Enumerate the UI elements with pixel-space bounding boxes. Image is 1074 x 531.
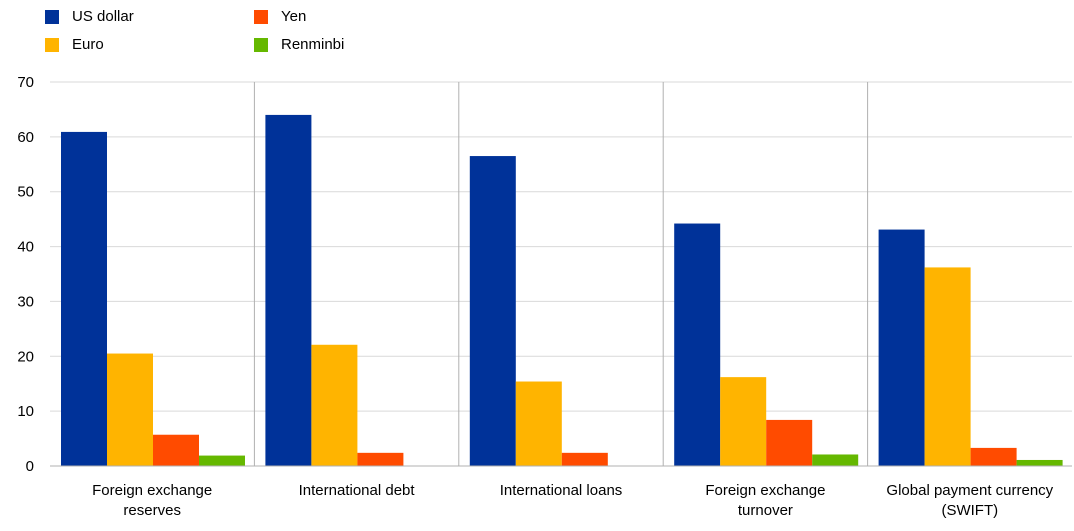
legend-swatch-euro [45, 37, 59, 52]
legend: US dollar Euro Yen Renminbi [0, 0, 1074, 60]
y-tick-label: 70 [17, 74, 34, 91]
legend-label-renminbi: Renminbi [281, 36, 345, 53]
bar-us-dollar-0 [61, 131, 107, 467]
bar-euro-2 [515, 381, 562, 466]
legend-item-us-dollar: US dollar [45, 8, 134, 25]
legend-label-yen: Yen [281, 8, 307, 25]
y-tick-label: 40 [17, 239, 34, 256]
bar-euro-1 [311, 344, 358, 466]
bar-yen-4 [970, 447, 1017, 466]
y-tick-label: 20 [17, 348, 34, 365]
y-tick-label: 30 [17, 293, 34, 310]
y-tick-label: 0 [26, 458, 34, 475]
legend-item-renminbi: Renminbi [254, 36, 344, 53]
category-label: Global payment currency [886, 482, 1053, 499]
bars [61, 114, 1063, 467]
y-tick-label: 50 [17, 184, 34, 201]
bar-us-dollar-4 [878, 229, 925, 466]
category-label: International debt [299, 482, 416, 499]
category-label: Foreign exchange [92, 482, 212, 499]
y-tick-label: 10 [17, 403, 34, 420]
bar-yen-3 [766, 419, 813, 466]
legend-swatch-yen [254, 9, 268, 24]
bar-yen-2 [561, 452, 608, 466]
legend-swatch-us-dollar [45, 9, 59, 24]
category-label: International loans [500, 482, 623, 499]
bar-euro-0 [107, 353, 153, 466]
bar-euro-4 [924, 267, 971, 466]
category-separators [253, 82, 869, 466]
bar-euro-3 [720, 377, 767, 466]
category-labels: Foreign exchange reserves International de… [92, 482, 1054, 519]
bar-renminbi-0 [199, 455, 245, 466]
bar-us-dollar-2 [469, 156, 516, 467]
bar-yen-1 [357, 452, 404, 466]
bar-us-dollar-3 [674, 223, 721, 466]
legend-item-euro: Euro [45, 36, 104, 53]
legend-item-yen: Yen [254, 8, 306, 25]
y-tick-label: 60 [17, 129, 34, 146]
category-label: Foreign exchange [705, 482, 825, 499]
bar-renminbi-4 [1016, 459, 1063, 466]
bar-renminbi-3 [812, 454, 859, 466]
legend-label-euro: Euro [72, 36, 104, 53]
category-label: reserves [123, 502, 181, 519]
category-label: (SWIFT) [941, 502, 998, 519]
y-tick-labels: 0 10 20 30 40 50 60 70 [17, 74, 34, 475]
legend-label-us-dollar: US dollar [72, 8, 134, 25]
category-label: turnover [738, 502, 793, 519]
bar-us-dollar-1 [265, 114, 312, 467]
bar-yen-0 [153, 434, 199, 466]
legend-swatch-renminbi [254, 37, 268, 52]
